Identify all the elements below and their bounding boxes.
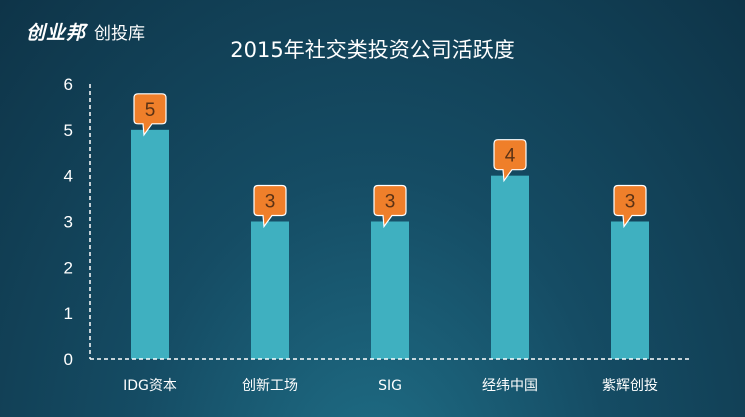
y-tick-label: 6 [64,75,73,94]
y-tick-label: 0 [64,350,73,369]
y-tick-label: 1 [64,304,73,323]
data-label: 3 [625,192,636,213]
bar [491,175,529,359]
x-tick-label: SIG [378,378,402,394]
data-label-callout [493,139,527,183]
data-label-callout [133,93,167,137]
bar [371,221,409,359]
y-tick-label: 3 [64,213,73,232]
y-tick-label: 4 [64,167,73,186]
data-label-callout [613,184,647,229]
bar [251,221,289,359]
bar [131,129,169,359]
logo-subtitle: 创投库 [94,24,146,44]
data-label-callout [253,184,287,229]
data-label-callout [373,184,407,229]
y-axis-ticks: 0 1 2 3 4 5 6 [64,75,73,369]
y-tick-label: 2 [64,258,73,277]
chart-title: 2015年社交类投资公司活跃度 [230,38,515,62]
logo: 创业邦 创投库 [26,18,145,45]
bar [611,221,649,359]
data-label: 4 [505,146,516,167]
data-labels: 5 3 3 4 3 [133,93,647,229]
bars [131,129,649,359]
x-tick-label: 创新工场 [242,378,298,394]
logo-brand: 创业邦 [26,22,87,44]
data-label: 5 [145,100,156,121]
data-label: 3 [265,192,276,213]
x-axis-ticks: IDG资本 创新工场 SIG 经纬中国 紫辉创投 [123,378,658,394]
x-tick-label: IDG资本 [123,378,177,394]
y-tick-label: 5 [64,121,73,140]
x-tick-label: 紫辉创投 [602,378,658,394]
data-label: 3 [385,192,396,213]
x-tick-label: 经纬中国 [482,378,538,394]
